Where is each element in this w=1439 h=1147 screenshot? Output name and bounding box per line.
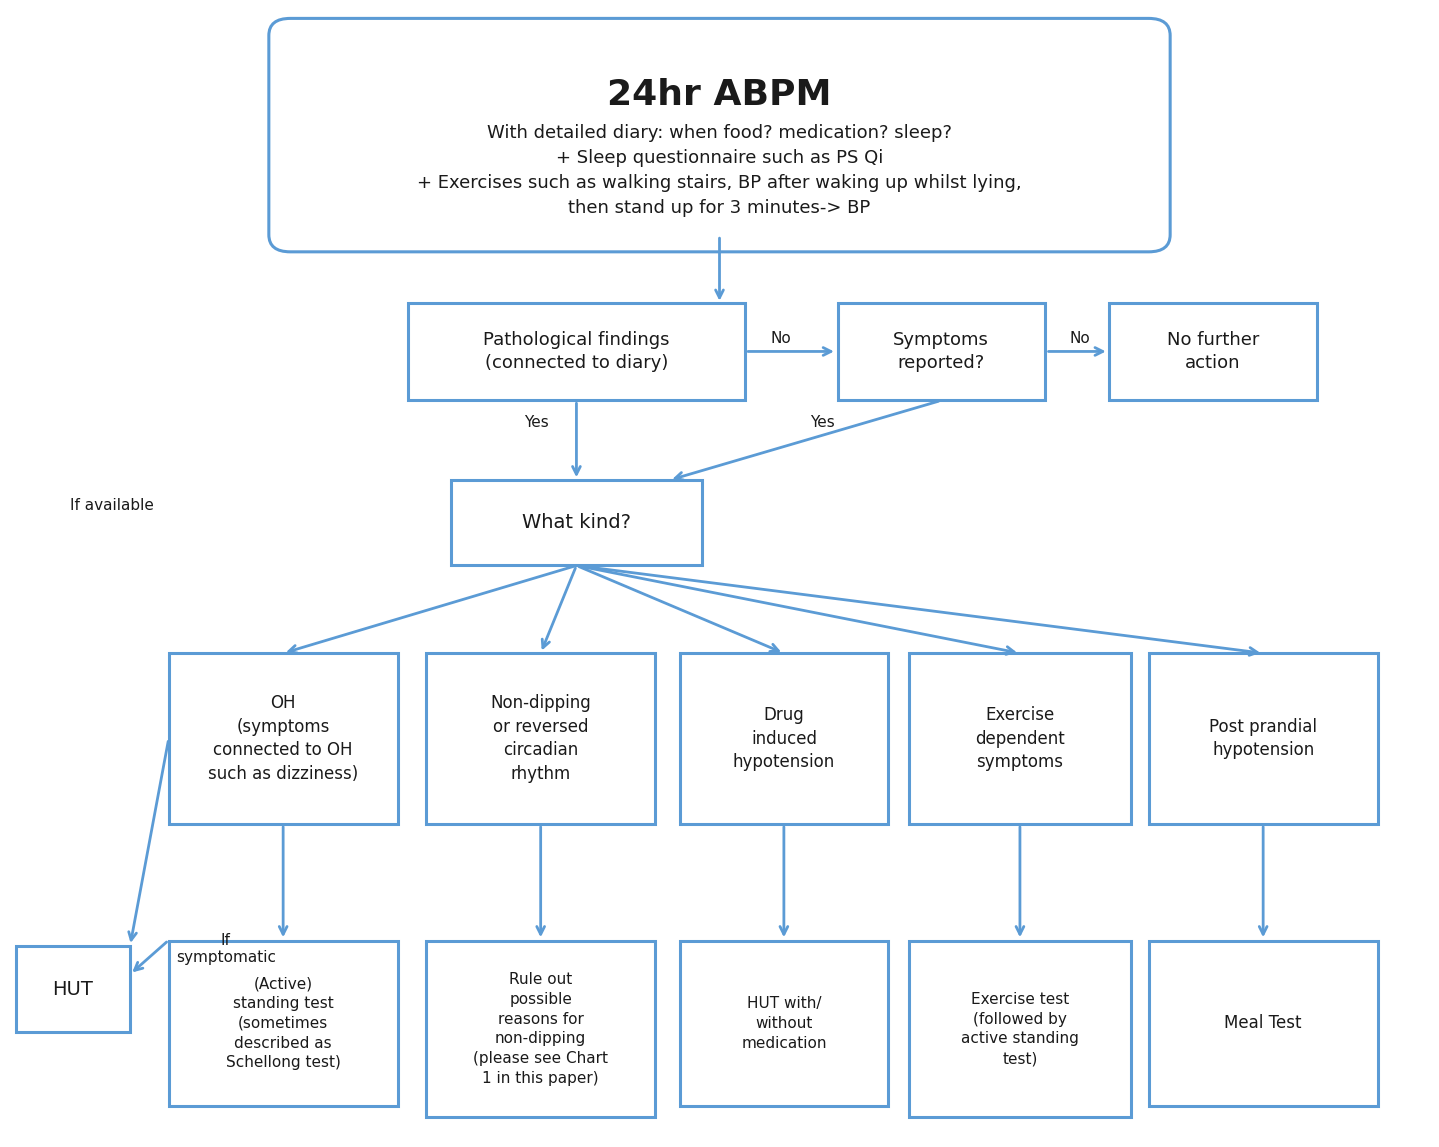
Text: Yes: Yes bbox=[810, 414, 835, 430]
Text: Pathological findings
(connected to diary): Pathological findings (connected to diar… bbox=[484, 330, 669, 373]
Text: OH
(symptoms
connected to OH
such as dizziness): OH (symptoms connected to OH such as diz… bbox=[209, 694, 358, 783]
FancyBboxPatch shape bbox=[426, 941, 655, 1117]
FancyBboxPatch shape bbox=[681, 653, 888, 824]
Text: HUT with/
without
medication: HUT with/ without medication bbox=[741, 996, 826, 1051]
FancyBboxPatch shape bbox=[909, 653, 1131, 824]
Text: 24hr ABPM: 24hr ABPM bbox=[607, 78, 832, 112]
Text: No: No bbox=[771, 331, 791, 346]
Text: Rule out
possible
reasons for
non-dipping
(please see Chart
1 in this paper): Rule out possible reasons for non-dippin… bbox=[473, 972, 609, 1086]
FancyBboxPatch shape bbox=[168, 941, 397, 1106]
FancyBboxPatch shape bbox=[1148, 941, 1377, 1106]
Text: With detailed diary: when food? medication? sleep?
+ Sleep questionnaire such as: With detailed diary: when food? medicati… bbox=[417, 125, 1022, 218]
FancyBboxPatch shape bbox=[681, 941, 888, 1106]
Text: Post prandial
hypotension: Post prandial hypotension bbox=[1209, 718, 1317, 759]
FancyBboxPatch shape bbox=[1109, 303, 1317, 400]
Text: No: No bbox=[1069, 331, 1091, 346]
Text: Yes: Yes bbox=[524, 414, 548, 430]
FancyBboxPatch shape bbox=[269, 18, 1170, 252]
Text: If
symptomatic: If symptomatic bbox=[176, 933, 276, 966]
FancyBboxPatch shape bbox=[909, 941, 1131, 1117]
FancyBboxPatch shape bbox=[426, 653, 655, 824]
FancyBboxPatch shape bbox=[409, 303, 744, 400]
Text: No further
action: No further action bbox=[1167, 330, 1259, 373]
FancyBboxPatch shape bbox=[837, 303, 1045, 400]
Text: Exercise test
(followed by
active standing
test): Exercise test (followed by active standi… bbox=[961, 992, 1079, 1067]
FancyBboxPatch shape bbox=[1148, 653, 1377, 824]
FancyBboxPatch shape bbox=[452, 479, 702, 565]
FancyBboxPatch shape bbox=[168, 653, 397, 824]
Text: Exercise
dependent
symptoms: Exercise dependent symptoms bbox=[976, 707, 1065, 771]
Text: HUT: HUT bbox=[52, 980, 94, 999]
Text: Drug
induced
hypotension: Drug induced hypotension bbox=[732, 707, 835, 771]
Text: What kind?: What kind? bbox=[522, 513, 630, 532]
FancyBboxPatch shape bbox=[16, 946, 130, 1032]
Text: Symptoms
reported?: Symptoms reported? bbox=[894, 330, 989, 373]
Text: If available: If available bbox=[69, 498, 154, 513]
Text: (Active)
standing test
(sometimes
described as
Schellong test): (Active) standing test (sometimes descri… bbox=[226, 976, 341, 1070]
Text: Meal Test: Meal Test bbox=[1225, 1014, 1302, 1032]
Text: Non-dipping
or reversed
circadian
rhythm: Non-dipping or reversed circadian rhythm bbox=[491, 694, 591, 783]
